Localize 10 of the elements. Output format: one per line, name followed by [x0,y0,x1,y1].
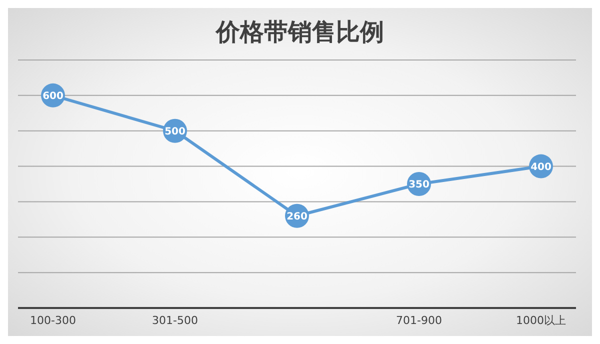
x-tick-label: 701-900 [396,314,442,327]
x-tick-label: 1000以上 [516,314,566,327]
data-label: 260 [286,211,308,222]
x-tick-label: 100-300 [30,314,76,327]
data-label: 400 [530,162,552,173]
data-label: 600 [42,90,64,102]
data-label: 500 [164,126,186,138]
chart-title: 价格带销售比例 [214,17,385,48]
data-label: 350 [408,180,430,191]
x-tick-label: 301-500 [152,314,198,327]
